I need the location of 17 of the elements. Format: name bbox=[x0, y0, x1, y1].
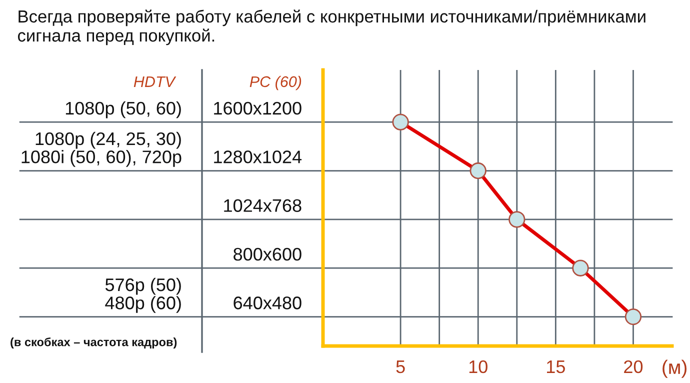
text: HDTV bbox=[134, 76, 176, 87]
y-tick-label: 1280x1024 bbox=[214, 150, 302, 164]
text: PC (60) bbox=[250, 76, 302, 90]
x-axis-title: (м) bbox=[662, 360, 686, 378]
y2-tick-label: 1080p (24, 25, 30) 1080i (50, 60), 720p bbox=[22, 132, 182, 167]
x-tick-label: 15 bbox=[547, 360, 565, 374]
y-tick-label: 800x600 bbox=[234, 248, 302, 261]
x-tick-label: 20 bbox=[624, 360, 643, 374]
y-tick-label: 1600x1200 bbox=[214, 102, 302, 115]
y-tick-label: 1024x768 bbox=[224, 199, 302, 212]
text: (в скобках – частота кадров) bbox=[10, 337, 177, 349]
x-tick-label: 5 bbox=[396, 360, 405, 374]
chart-title: Всегда проверяйте работу кабелей с конкретными источниками/приёмниками сигнала перед покупкой. bbox=[18, 10, 646, 46]
y2-tick-label: 1080p (50, 60) bbox=[66, 101, 181, 118]
y2-tick-label: 576p (50) 480p (60) bbox=[105, 278, 181, 313]
y-tick-label: 640x480 bbox=[234, 296, 302, 310]
x-tick-label: 10 bbox=[469, 360, 488, 374]
